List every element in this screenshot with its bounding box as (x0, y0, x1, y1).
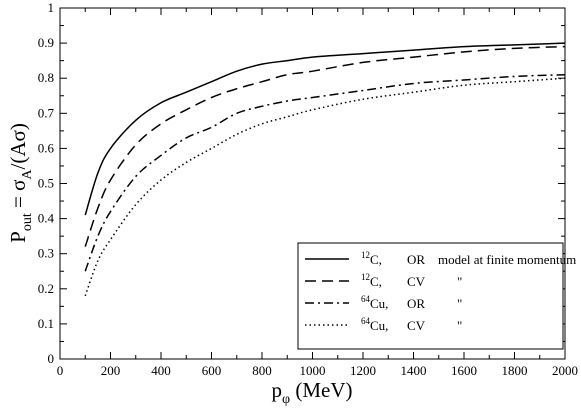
legend-note: " (457, 274, 462, 289)
legend-element: Cu, (370, 296, 388, 311)
y-tick-label: 0.9 (38, 35, 54, 50)
legend-element: Cu, (370, 318, 388, 333)
x-axis-title-suffix: (MeV) (290, 378, 352, 402)
legend-label: 12C, (361, 250, 382, 267)
y-axis-title-mid: = σ (6, 180, 30, 214)
x-tick-label: 1600 (451, 363, 477, 378)
y-tick-label: 0.4 (38, 211, 55, 226)
y-tick-label: 0.2 (38, 281, 54, 296)
series-line-c-or (84, 42, 566, 216)
legend-isotope: 64 (361, 294, 371, 304)
legend-note: " (457, 296, 462, 311)
legend-note: " (457, 318, 462, 333)
y-axis-title-sub2: A (20, 169, 35, 180)
x-tick-label: 600 (202, 363, 222, 378)
series-line-cu-cv (84, 77, 566, 297)
x-tick-label: 1400 (401, 363, 427, 378)
legend-model: OR (407, 252, 425, 267)
legend-element: C, (370, 252, 382, 267)
y-axis-title-sub: out (20, 213, 35, 231)
legend-model: OR (407, 296, 425, 311)
y-axis-title-base: P (6, 231, 30, 243)
legend-label: 64Cu, (361, 294, 388, 311)
x-axis-title-base: p (272, 378, 283, 402)
x-tick-label: 0 (57, 363, 64, 378)
legend-label: 64Cu, (361, 316, 388, 333)
x-tick-label: 2000 (552, 363, 578, 378)
x-tick-label: 200 (101, 363, 121, 378)
y-axis-title: Pout = σA/(Aσ) (6, 123, 35, 243)
legend-model: CV (407, 318, 426, 333)
y-tick-label: 0 (48, 351, 55, 366)
legend-note: model at finite momentum (438, 252, 576, 267)
x-tick-label: 800 (252, 363, 272, 378)
y-axis-title-suffix: /(Aσ) (6, 123, 30, 169)
legend-element: C, (370, 274, 382, 289)
legend-isotope: 64 (361, 316, 371, 326)
legend-isotope: 12 (361, 250, 370, 260)
legend-box (297, 242, 564, 350)
y-tick-label: 0.3 (38, 246, 54, 261)
y-tick-label: 1 (48, 0, 55, 15)
y-tick-label: 0.7 (38, 105, 55, 120)
y-tick-label: 0.8 (38, 70, 54, 85)
series-line-c-cv (84, 45, 566, 247)
y-tick-label: 0.1 (38, 316, 54, 331)
x-tick-label: 1800 (502, 363, 528, 378)
series-lines (84, 42, 566, 297)
legend-isotope: 12 (361, 272, 370, 282)
axis-ticks: 0 200 400 600 800 1000 1200 1400 1600 1800 2000 0 0.… (38, 0, 578, 378)
y-tick-label: 0.5 (38, 176, 54, 191)
x-axis-title-sub: φ (282, 392, 290, 407)
x-tick-label: 1000 (300, 363, 326, 378)
x-tick-label: 400 (151, 363, 171, 378)
x-axis-title: pφ (MeV) (272, 378, 353, 407)
y-tick-label: 0.6 (38, 140, 55, 155)
series-line-cu-or (84, 73, 566, 272)
x-tick-label: 1200 (350, 363, 376, 378)
legend-model: CV (407, 274, 426, 289)
legend-label: 12C, (361, 272, 382, 289)
